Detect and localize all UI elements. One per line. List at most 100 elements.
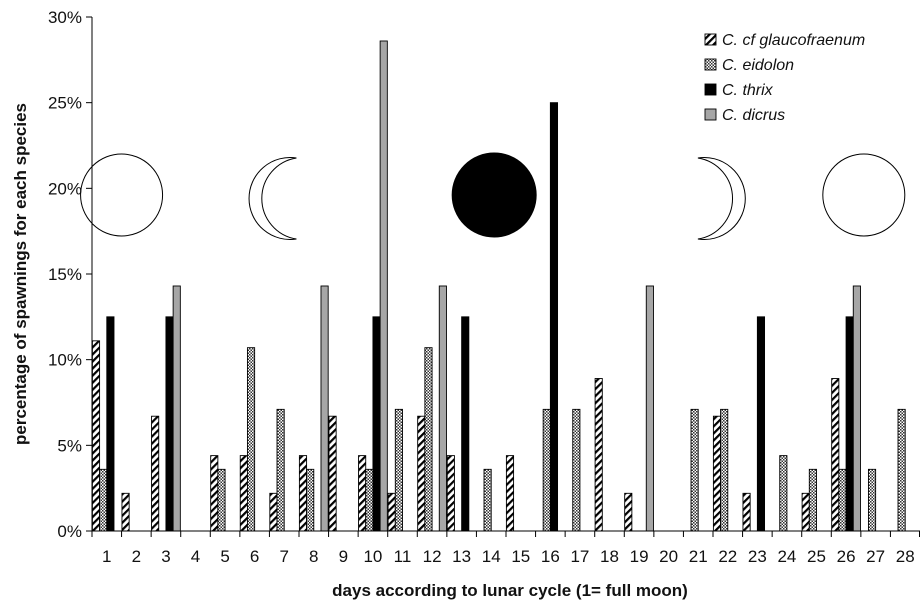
waning-crescent-moon-icon [697, 157, 746, 240]
bar-c-eidolon-day-16 [542, 408, 551, 532]
legend-swatch [704, 33, 717, 46]
bar-c-eidolon-day-6 [246, 347, 256, 532]
full-moon-icon [822, 153, 906, 237]
bar-c-cf-glaucofraenum-day-25 [801, 492, 810, 532]
x-tick-label: 8 [309, 547, 318, 566]
x-axis-title: days according to lunar cycle (1= full m… [332, 581, 688, 600]
x-tick-label: 3 [161, 547, 170, 566]
series-c-dicrus [172, 40, 861, 532]
new-moon-icon [451, 152, 537, 238]
y-tick-label: 30% [48, 8, 82, 27]
full-moon-icon [80, 153, 164, 237]
bar-c-thrix-day-13 [461, 316, 470, 532]
y-tick-label: 0% [57, 522, 82, 541]
x-tick-label: 24 [777, 547, 796, 566]
bar-c-eidolon-day-24 [779, 455, 788, 532]
y-tick-label: 15% [48, 265, 82, 284]
x-tick-label: 16 [541, 547, 560, 566]
bar-c-thrix-day-10 [372, 316, 381, 532]
bar-c-eidolon-day-8 [306, 468, 315, 532]
bar-c-thrix-day-3 [165, 316, 174, 532]
series-c-eidolon [99, 347, 906, 532]
x-tick-label: 12 [423, 547, 442, 566]
bar-c-eidolon-day-5 [217, 468, 226, 532]
bar-c-thrix-day-1 [106, 316, 115, 532]
bar-c-cf-glaucofraenum-day-10 [358, 455, 367, 532]
bar-c-eidolon-day-26 [838, 468, 847, 532]
x-ticks: 1 2 3 4 5 6 7 8 9 10 11 12 13 14 15 16 17 18 19 20 21 22 23 24 2… [91, 531, 920, 566]
x-tick-label: 9 [339, 547, 348, 566]
legend-swatch [704, 58, 717, 71]
bar-c-dicrus-day-8 [320, 285, 329, 532]
bar-c-eidolon-day-27 [867, 468, 877, 532]
bar-c-cf-glaucofraenum-day-6 [239, 455, 248, 532]
bar-c-cf-glaucofraenum-day-22 [712, 415, 722, 532]
bar-c-cf-glaucofraenum-day-12 [417, 415, 426, 532]
bar-c-cf-glaucofraenum-day-3 [151, 415, 160, 532]
bar-c-eidolon-day-25 [808, 468, 817, 532]
legend-item-c-eidolon: C. eidolon [704, 57, 794, 74]
legend: C. cf glaucofraenum C. eidolon C. thrix C. … [704, 32, 865, 124]
x-tick-label: 19 [630, 547, 649, 566]
bar-c-eidolon-day-7 [276, 408, 285, 532]
bar-c-cf-glaucofraenum-day-11 [387, 492, 396, 532]
y-ticks: 0% 5% 10% 15% 20% 25% 30% [48, 8, 92, 541]
x-tick-label: 23 [748, 547, 767, 566]
bar-c-cf-glaucofraenum-day-19 [624, 492, 633, 532]
x-tick-label: 27 [866, 547, 885, 566]
y-tick-label: 5% [57, 436, 82, 455]
y-tick-label: 25% [48, 94, 82, 113]
legend-label: C. eidolon [722, 57, 794, 74]
bar-c-eidolon-day-14 [483, 468, 492, 532]
bar-c-eidolon-day-12 [424, 347, 433, 532]
x-tick-label: 6 [250, 547, 259, 566]
bar-c-thrix-day-26 [845, 316, 854, 532]
bar-c-thrix-day-16 [549, 102, 559, 532]
series-c-cf-glaucofraenum [91, 340, 840, 532]
x-tick-label: 17 [570, 547, 589, 566]
y-tick-label: 10% [48, 351, 82, 370]
bars [91, 40, 906, 532]
bar-c-eidolon-day-22 [720, 408, 729, 532]
x-tick-label: 7 [279, 547, 288, 566]
bar-c-eidolon-day-21 [690, 408, 699, 532]
bar-c-cf-glaucofraenum-day-26 [831, 378, 840, 532]
bar-c-eidolon-day-17 [572, 408, 581, 532]
bar-c-cf-glaucofraenum-day-15 [505, 455, 515, 532]
legend-swatch [704, 83, 717, 96]
y-axis-title: percentage of spawnings for each species [11, 103, 30, 445]
bar-c-cf-glaucofraenum-day-9 [328, 415, 337, 532]
bar-c-cf-glaucofraenum-day-23 [742, 492, 751, 532]
bar-c-cf-glaucofraenum-day-1 [91, 340, 101, 532]
legend-label: C. dicrus [722, 107, 785, 124]
bar-c-eidolon-day-28 [897, 408, 906, 532]
bar-c-dicrus-day-3 [172, 285, 181, 532]
bar-c-dicrus-day-26 [852, 285, 861, 532]
x-tick-label: 10 [363, 547, 382, 566]
x-tick-label: 14 [482, 547, 501, 566]
bar-c-thrix-day-23 [756, 316, 766, 532]
x-tick-label: 18 [600, 547, 619, 566]
y-tick-label: 20% [48, 179, 82, 198]
x-tick-label: 11 [394, 547, 412, 566]
x-tick-label: 20 [659, 547, 678, 566]
bar-c-dicrus-day-19 [645, 285, 654, 532]
bar-c-cf-glaucofraenum-day-7 [269, 492, 278, 532]
x-tick-label: 28 [896, 547, 915, 566]
bar-c-cf-glaucofraenum-day-18 [594, 378, 603, 532]
bar-c-cf-glaucofraenum-day-2 [121, 492, 130, 532]
x-tick-label: 4 [191, 547, 200, 566]
legend-label: C. cf glaucofraenum [722, 32, 865, 49]
legend-item-c-dicrus: C. dicrus [704, 107, 785, 124]
x-tick-label: 13 [452, 547, 471, 566]
x-tick-label: 1 [102, 547, 111, 566]
x-tick-label: 15 [511, 547, 530, 566]
x-tick-label: 26 [837, 547, 856, 566]
legend-item-c-thrix: C. thrix [704, 82, 774, 99]
bar-c-cf-glaucofraenum-day-13 [446, 455, 455, 532]
bar-c-eidolon-day-10 [365, 468, 374, 532]
bar-c-dicrus-day-10 [379, 40, 388, 532]
legend-swatch [704, 108, 717, 121]
bar-c-eidolon-day-11 [394, 408, 403, 532]
